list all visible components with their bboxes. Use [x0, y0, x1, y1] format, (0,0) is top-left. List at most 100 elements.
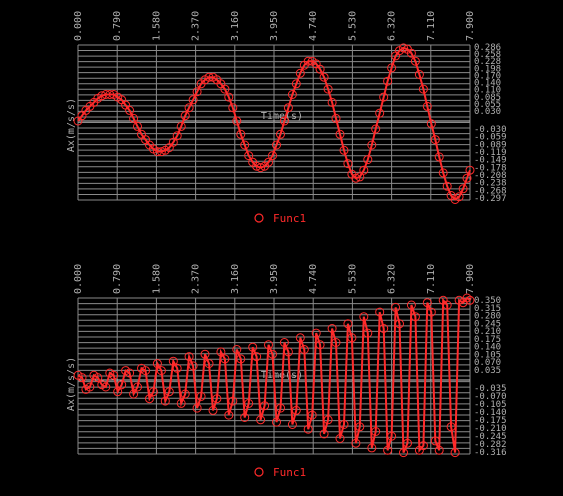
y-tick-label: 0.030	[474, 107, 501, 117]
data-point	[176, 398, 186, 408]
y-tick-label: 0.258	[474, 50, 501, 60]
y-tick-label: -0.210	[474, 424, 507, 434]
x-tick-label: 7.900	[465, 11, 476, 41]
y-tick-label: -0.149	[474, 156, 507, 166]
data-point	[276, 403, 285, 413]
x-tick-label: 1.580	[151, 11, 162, 41]
data-point	[216, 347, 226, 357]
data-point	[192, 87, 202, 97]
data-point	[236, 129, 246, 139]
data-point	[375, 108, 385, 118]
data-point	[450, 448, 460, 458]
data-point	[462, 293, 472, 303]
data-point	[399, 448, 408, 458]
data-point	[315, 340, 325, 350]
y-tick-label: -0.089	[474, 140, 507, 150]
data-point	[264, 340, 273, 350]
data-point	[335, 129, 345, 139]
data-point	[339, 420, 349, 429]
data-point	[172, 363, 182, 373]
data-point	[383, 76, 393, 86]
data-point	[406, 300, 416, 310]
y-tick-label: -0.245	[474, 432, 507, 442]
legend-label: Func1	[273, 212, 306, 225]
legend-marker	[254, 213, 264, 223]
y-tick-label: 0.170	[474, 71, 501, 81]
x-tick-label: 5.530	[347, 264, 358, 294]
data-point	[410, 312, 420, 322]
data-point	[172, 131, 182, 141]
data-point	[379, 324, 389, 333]
data-point	[442, 181, 452, 191]
data-point	[208, 405, 218, 415]
data-point	[395, 319, 404, 329]
data-point	[347, 333, 357, 343]
data-point	[125, 368, 135, 378]
data-point	[438, 168, 448, 178]
data-point	[319, 429, 329, 439]
data-point	[351, 438, 361, 448]
data-point	[430, 436, 440, 446]
data-point	[371, 427, 381, 436]
data-point	[224, 92, 234, 102]
data-point	[331, 113, 341, 123]
x-axis-label: Time(s)	[261, 111, 303, 122]
data-point	[399, 43, 408, 53]
y-tick-label: 0.070	[474, 358, 501, 368]
data-point	[220, 84, 230, 94]
y-tick-label: 0.085	[474, 93, 501, 103]
data-point	[244, 151, 254, 161]
data-point	[465, 165, 475, 175]
y-tick-label: 0.198	[474, 64, 501, 74]
data-point	[156, 147, 166, 157]
data-point	[367, 140, 377, 150]
data-point	[240, 140, 250, 150]
x-tick-label: 7.110	[426, 264, 437, 294]
y-tick-label: 0.055	[474, 100, 501, 110]
y-tick-label: -0.175	[474, 416, 507, 426]
x-tick-label: 3.160	[230, 264, 241, 294]
data-point	[319, 72, 329, 82]
data-point	[184, 103, 194, 113]
x-tick-label: 4.740	[308, 264, 319, 294]
data-point	[434, 152, 444, 162]
data-point	[113, 387, 123, 397]
x-tick-label: 0.790	[112, 11, 123, 41]
data-point	[224, 410, 234, 420]
x-tick-label: 0.000	[73, 11, 84, 41]
data-point	[160, 396, 170, 406]
data-point	[133, 382, 142, 392]
data-point	[105, 90, 115, 99]
y-tick-label: 0.140	[474, 79, 501, 89]
y-tick-label: -0.030	[474, 125, 507, 135]
data-point	[406, 48, 416, 58]
data-point	[343, 319, 353, 329]
y-tick-label: 0.105	[474, 350, 501, 360]
data-point	[85, 382, 95, 392]
x-tick-label: 7.110	[426, 11, 437, 41]
x-tick-label: 0.790	[112, 264, 123, 294]
x-tick-label: 7.900	[465, 264, 476, 294]
data-point	[367, 443, 377, 453]
bottom-chart: 0.000 0.790 1.580 2.370 3.160 3.950 4.740 5.530…	[66, 264, 507, 479]
data-point	[359, 165, 369, 175]
data-point	[156, 366, 166, 376]
y-tick-label: -0.238	[474, 179, 507, 189]
data-point	[283, 103, 293, 113]
data-point	[403, 438, 412, 448]
data-point	[248, 342, 258, 352]
data-point	[287, 90, 297, 99]
y-tick-label: 0.210	[474, 327, 501, 337]
data-point	[454, 192, 464, 202]
data-point	[200, 349, 210, 359]
legend-marker	[254, 467, 264, 477]
series-line-func1	[77, 46, 471, 201]
legend: Func1	[254, 212, 306, 225]
data-point	[232, 345, 242, 354]
data-point	[256, 163, 266, 173]
data-point	[323, 84, 333, 94]
data-point	[180, 389, 190, 399]
x-tick-label: 3.950	[269, 11, 280, 41]
data-point	[335, 434, 345, 443]
y-tick-label: -0.178	[474, 163, 507, 173]
